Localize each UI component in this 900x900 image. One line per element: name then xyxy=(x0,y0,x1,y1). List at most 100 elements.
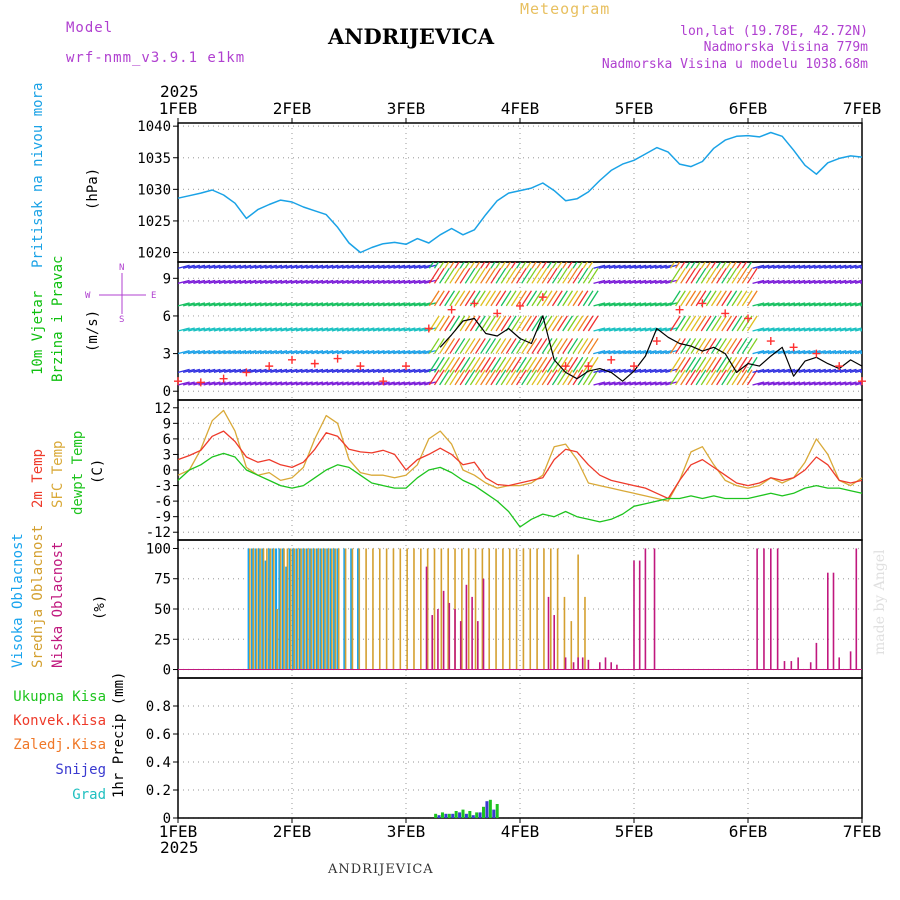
wind-barb xyxy=(854,351,862,355)
wind-barb xyxy=(762,349,775,355)
wind-barb xyxy=(193,349,206,355)
wind-barb xyxy=(383,302,395,307)
y-tick-label: -6 xyxy=(154,494,171,510)
wind-barb xyxy=(705,315,717,332)
wind-barb xyxy=(300,264,313,269)
wind-barb xyxy=(444,338,456,354)
wind-barb xyxy=(705,369,717,386)
precip-snow-bar xyxy=(458,812,462,818)
wind-barb xyxy=(341,264,354,269)
wind-barb xyxy=(290,302,303,307)
wind-barb xyxy=(562,315,574,332)
cloud-mid-bar xyxy=(536,548,538,670)
wind-barb xyxy=(367,349,380,355)
wind-barb xyxy=(521,290,532,307)
wind-barb xyxy=(182,279,195,284)
wind-barb xyxy=(182,302,195,307)
wind-barb xyxy=(726,267,738,284)
wind-barb xyxy=(567,338,579,354)
wind-barb xyxy=(608,264,621,269)
wind-barb xyxy=(198,264,211,269)
wind-barb xyxy=(778,381,790,386)
wind-barb xyxy=(746,262,753,269)
wind-barb xyxy=(844,368,857,374)
gust-marker xyxy=(242,368,251,377)
wind-barb xyxy=(562,290,574,307)
wind-barb xyxy=(295,302,308,307)
wind-barb xyxy=(474,356,486,373)
wind-barb xyxy=(239,302,252,307)
cloud-high-bar xyxy=(288,548,291,670)
wind-barb xyxy=(336,349,349,355)
gust-marker xyxy=(447,305,456,314)
wind-barb xyxy=(480,369,491,386)
wind-barb xyxy=(726,315,738,332)
wind-barb xyxy=(208,264,221,269)
wind-barb xyxy=(598,368,611,374)
wind-barb xyxy=(300,279,313,284)
wind-barb xyxy=(741,290,753,307)
wind-barb xyxy=(188,327,201,332)
year-top: 2025 xyxy=(160,82,199,101)
wind-barb xyxy=(203,349,216,355)
wind-barb xyxy=(224,381,236,386)
wind-barb xyxy=(311,279,324,284)
cloud-mid-bar xyxy=(549,548,552,670)
wind-barb xyxy=(649,381,662,386)
wind-barb xyxy=(454,290,466,307)
wind-barb xyxy=(705,262,712,269)
wind-barb xyxy=(603,264,616,269)
wind-barb xyxy=(783,381,796,386)
wind-barb xyxy=(433,290,445,307)
cloud-mid-bar xyxy=(296,548,299,670)
wind-barb xyxy=(464,356,476,373)
wind-barb xyxy=(808,264,821,269)
wind-barb xyxy=(834,302,847,307)
wind-barb xyxy=(229,349,242,355)
wind-barb xyxy=(270,279,283,284)
wind-barb xyxy=(808,381,821,386)
wind-barb xyxy=(254,368,267,374)
cloud-mid-bar xyxy=(310,548,313,670)
cloud-mid-bar xyxy=(488,548,491,670)
wind-barb xyxy=(608,327,621,332)
wind-barb xyxy=(403,381,416,386)
wind-barb xyxy=(644,381,657,386)
precip-snow-bar xyxy=(492,809,496,818)
wind-barb xyxy=(598,327,611,332)
wind-barb xyxy=(844,264,857,269)
precip-snow-bar xyxy=(471,815,475,818)
wind-barb xyxy=(413,279,426,284)
wind-barb xyxy=(567,356,579,373)
wind-barb xyxy=(619,381,631,386)
wind-barb xyxy=(634,349,647,355)
wind-barb xyxy=(285,264,298,269)
wind-barb xyxy=(249,327,262,332)
wind-barb xyxy=(454,338,466,354)
cloud-mid-bar xyxy=(584,596,586,670)
wind-barb xyxy=(839,264,852,269)
wind-barb xyxy=(767,327,780,332)
wind-barb xyxy=(669,315,681,332)
wind-barb xyxy=(290,264,303,269)
wind-barb xyxy=(680,338,692,354)
wind-barb xyxy=(551,356,563,373)
wind-speed-line xyxy=(439,315,863,382)
wind-barb xyxy=(680,290,692,307)
cloud-high-bar xyxy=(305,548,308,670)
cloud-high-bar xyxy=(261,548,264,670)
y-tick-label: 100 xyxy=(146,541,171,557)
precip-snow-bar xyxy=(444,813,448,818)
wind-barb xyxy=(480,290,491,307)
wind-barb xyxy=(649,264,662,269)
wind-barb xyxy=(295,349,308,355)
wind-barb xyxy=(336,264,349,269)
wind-barb xyxy=(829,381,842,386)
cloud-mid-bar xyxy=(543,548,545,670)
cloud-mid-bar xyxy=(399,548,402,670)
wind-barb xyxy=(716,369,727,386)
cloud-high-bar xyxy=(298,548,302,670)
cloud-high-bar xyxy=(295,548,298,670)
wind-barb xyxy=(275,264,288,269)
wind-barb xyxy=(208,349,221,355)
